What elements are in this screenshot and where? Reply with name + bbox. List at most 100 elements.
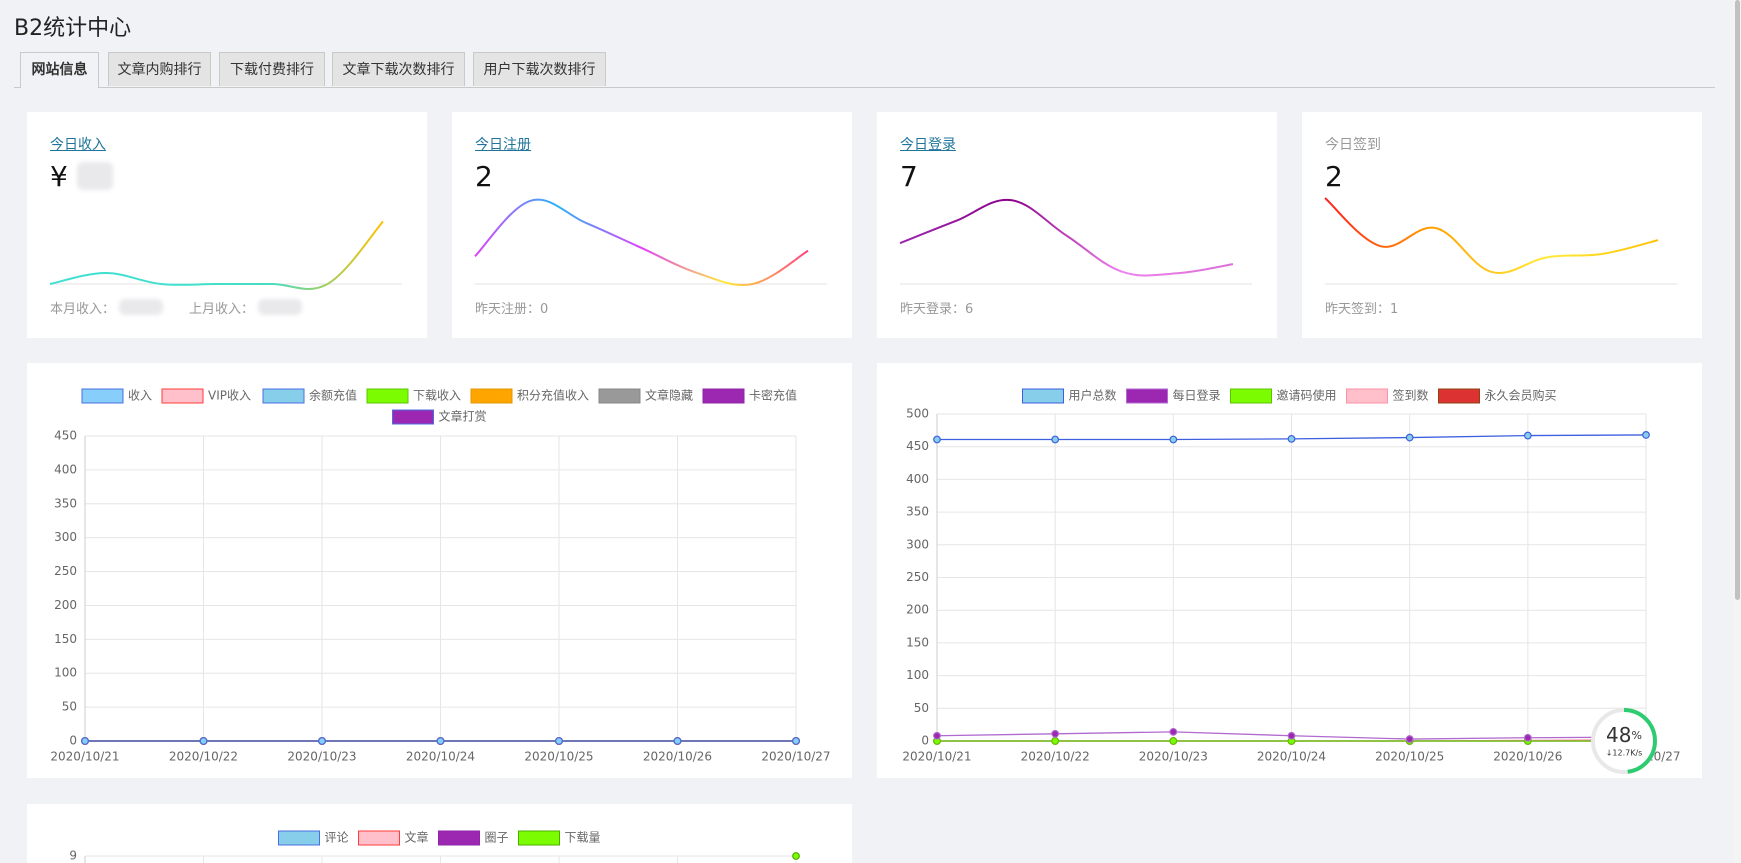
data-point <box>1523 431 1532 440</box>
card-label[interactable]: 今日注册 <box>475 137 531 153</box>
widget-speed: ↓12.7K/s <box>1606 749 1643 758</box>
blurred-value <box>258 299 302 315</box>
card-value: ¥ <box>50 160 68 193</box>
data-point <box>1169 727 1178 736</box>
widget-percent: 48% <box>1606 723 1642 747</box>
legend-swatch <box>1346 388 1388 404</box>
legend-swatch <box>1230 388 1272 404</box>
y-tick-label: 350 <box>54 496 77 510</box>
card-value: 2 <box>475 160 493 193</box>
data-point <box>1051 729 1060 738</box>
x-tick-label: 2020/10/23 <box>287 750 356 764</box>
y-tick-label: 50 <box>62 700 77 714</box>
data-point <box>436 737 445 745</box>
y-tick-label: 200 <box>54 598 77 612</box>
stat-card: 今日注册 2 昨天注册：0 <box>452 112 852 338</box>
chart-panel: 用户总数 每日登录 邀请码使用 签到数 永久会员购买 0 50 100 150 200 250 300… <box>877 363 1702 778</box>
x-tick-label: 2020/10/23 <box>1139 750 1208 764</box>
data-point <box>81 737 89 745</box>
data-point <box>1523 733 1532 742</box>
data-point <box>1287 731 1296 740</box>
stat-card: 今日登录 7 昨天登录：6 <box>877 112 1277 338</box>
data-point <box>1642 431 1650 439</box>
y-tick-label: 450 <box>54 429 77 443</box>
y-tick-label: 250 <box>906 570 929 584</box>
sparkline <box>474 198 809 286</box>
y-tick-label: 350 <box>906 505 929 519</box>
data-point <box>1169 435 1178 444</box>
data-point <box>1051 737 1060 745</box>
sparkline-chart <box>49 220 402 290</box>
legend-label: 文章隐藏 <box>645 388 693 403</box>
sparkline-chart <box>1324 197 1677 285</box>
legend-label: 评论 <box>325 831 349 845</box>
x-tick-label: 2020/10/22 <box>169 750 238 764</box>
data-point <box>1051 435 1060 444</box>
card-label[interactable]: 今日收入 <box>50 137 106 153</box>
y-tick-label: 400 <box>54 462 77 476</box>
sparkline <box>1324 197 1659 274</box>
tab[interactable]: 下载付费排行 <box>219 52 325 86</box>
legend-label: 余额充值 <box>309 388 357 403</box>
scrollbar-thumb[interactable] <box>1735 0 1740 600</box>
legend-swatch <box>470 388 513 404</box>
x-tick-label: 2020/10/21 <box>50 750 119 764</box>
legend-swatch <box>518 830 560 846</box>
legend-label: 邀请码使用 <box>1277 388 1337 403</box>
x-tick-label: 2020/10/22 <box>1021 750 1090 764</box>
card-footer: 昨天登录：6 <box>900 302 974 317</box>
blurred-value <box>119 299 163 315</box>
y-tick-label: 500 <box>906 407 929 421</box>
legend-label: 文章 <box>405 830 429 845</box>
legend-swatch <box>81 388 124 404</box>
speed-widget[interactable]: 48% ↓12.7K/s <box>1587 704 1661 778</box>
tab[interactable]: 用户下载次数排行 <box>473 52 606 86</box>
y-tick-label: 250 <box>54 564 77 578</box>
legend-label: 收入 <box>128 389 152 403</box>
x-tick-label: 2020/10/26 <box>643 750 712 764</box>
sparkline-chart <box>474 198 827 286</box>
data-point <box>1405 735 1414 743</box>
card-value: 2 <box>1325 160 1343 193</box>
card-label[interactable]: 今日登录 <box>900 137 956 153</box>
chart-panel: 收入 VIP收入 余额充值 下载收入 积分充值收入 文章隐藏 卡密充值 文章打赏 0 50 100 1… <box>27 363 852 778</box>
legend-label: 圈子 <box>485 831 509 845</box>
legend-swatch <box>161 388 204 404</box>
x-tick-label: 2020/10/25 <box>1375 750 1444 764</box>
chart-panel: 评论 文章 圈子 下载量 9 <box>27 804 852 863</box>
legend-swatch <box>1438 388 1480 404</box>
legend-swatch <box>598 388 641 404</box>
x-tick-label: 2020/10/21 <box>902 750 971 764</box>
legend-label: 下载收入 <box>413 389 461 403</box>
y-tick-label: 0 <box>921 734 929 748</box>
data-point <box>1287 434 1296 443</box>
legend-label: 文章打赏 <box>439 409 487 424</box>
tab[interactable]: 文章内购排行 <box>108 52 211 86</box>
legend-swatch <box>262 388 305 404</box>
card-footer: 上月收入： <box>189 302 255 317</box>
y-tick-label: 300 <box>906 537 929 551</box>
x-tick-label: 2020/10/24 <box>406 750 475 764</box>
stat-card: 今日收入 ¥ 本月收入： 上月收入： <box>27 112 427 338</box>
data-point <box>792 852 800 860</box>
legend-label: VIP收入 <box>208 389 251 403</box>
card-label: 今日签到 <box>1325 137 1381 153</box>
chart: 评论 文章 圈子 下载量 9 <box>69 830 800 863</box>
y-tick-label: 100 <box>54 666 77 680</box>
sparkline <box>49 220 384 290</box>
sparkline-chart <box>899 198 1252 285</box>
card-footer: 本月收入： <box>50 302 116 317</box>
legend-label: 永久会员购买 <box>1485 388 1557 403</box>
blurred-value <box>77 162 113 190</box>
legend-swatch <box>278 830 320 846</box>
card-value: 7 <box>900 160 918 193</box>
sparkline <box>899 198 1234 277</box>
legend-swatch <box>702 388 745 404</box>
y-tick-label: 50 <box>914 701 929 715</box>
tab[interactable]: 文章下载次数排行 <box>332 52 465 86</box>
y-tick-label: 150 <box>906 635 929 649</box>
data-point <box>318 737 326 745</box>
tab[interactable]: 网站信息 <box>20 52 99 88</box>
legend-label: 积分充值收入 <box>517 388 589 403</box>
legend-swatch <box>1126 388 1168 404</box>
